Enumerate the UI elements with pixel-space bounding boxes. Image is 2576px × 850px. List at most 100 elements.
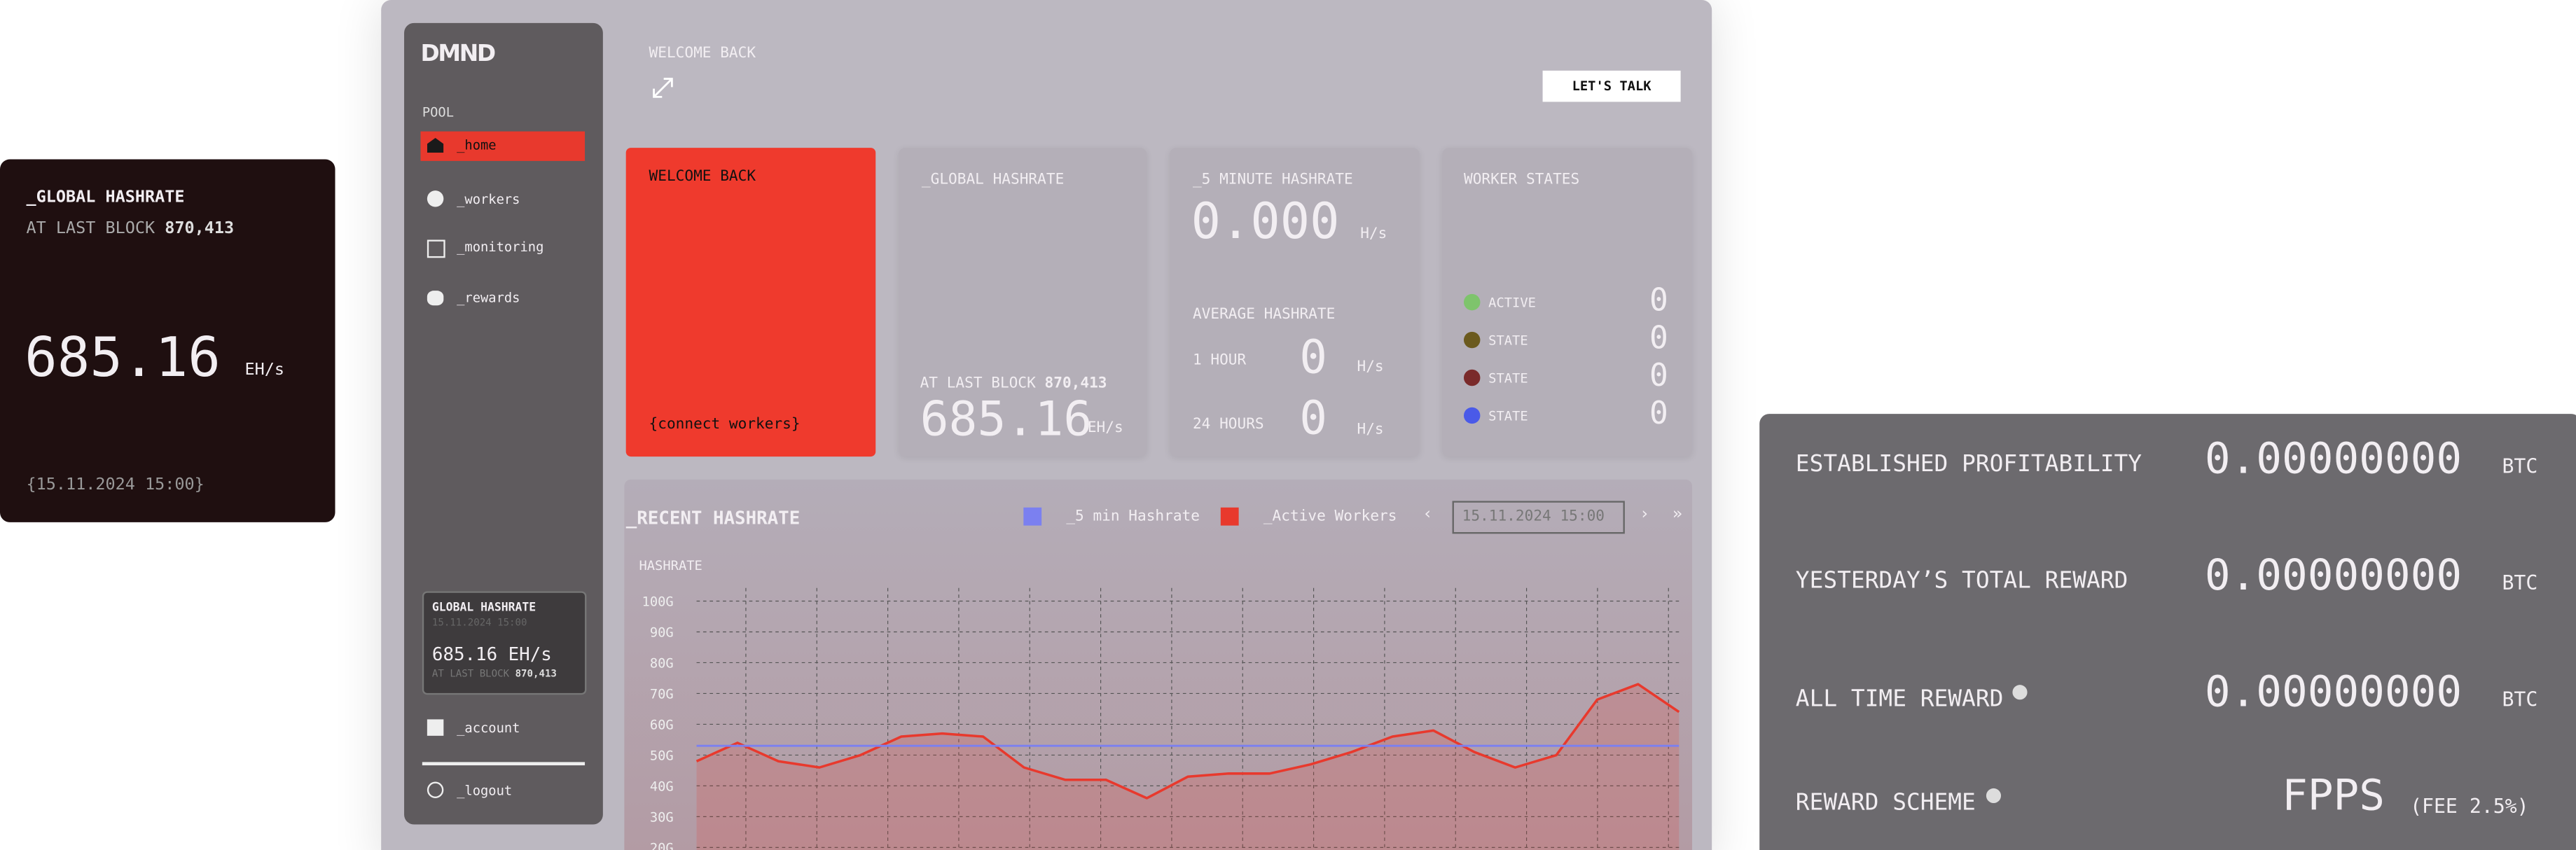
left-card (0, 159, 335, 522)
expand-icon[interactable] (651, 76, 675, 100)
reward-label: ESTABLISHED PROFITABILITY (1795, 452, 2142, 478)
reward-label: ALL TIME REWARD (1796, 685, 2028, 713)
welcome: WELCOME BACK (649, 46, 756, 63)
help-icon[interactable] (1985, 788, 2001, 804)
avg-label: 1 HOUR (1192, 353, 1247, 370)
state-label: STATE (1488, 371, 1528, 386)
state-dot (1463, 293, 1481, 311)
chart: 20G 30G 40G 50G 60G 70G 80G 90G 100G (642, 587, 1680, 850)
last[interactable]: » (1672, 506, 1683, 524)
reward-unit: BTC (2502, 688, 2538, 711)
hashrate: 685.16 (25, 325, 221, 389)
state-value: 0 (1649, 358, 1668, 394)
divider (422, 762, 586, 766)
unit: EH/s (1087, 420, 1123, 437)
label: AT LAST BLOCK (431, 668, 510, 681)
state-label: STATE (1488, 409, 1528, 424)
worker-card (1442, 148, 1693, 457)
reward-value: 0.00000000 (2204, 668, 2463, 718)
button[interactable] (1542, 70, 1681, 102)
card-title: WORKER STATES (1463, 172, 1580, 189)
block-info: AT LAST BLOCK 870,413 (920, 376, 1107, 392)
mini-date: 15.11.2024 15:00 (431, 617, 527, 629)
y-tick-label: 20G (650, 841, 674, 849)
unit: H/s (1360, 226, 1387, 244)
block-info: AT LAST BLOCK 870,413 (27, 220, 235, 238)
help-icon[interactable] (2013, 685, 2028, 700)
card-title: _GLOBAL HASHRATE (921, 172, 1065, 189)
nav-item[interactable]: _account (457, 720, 520, 736)
link[interactable]: {connect workers} (649, 417, 801, 434)
avg-value: 0 (1299, 330, 1327, 384)
y-tick-label: 60G (650, 718, 674, 732)
icon (427, 138, 444, 153)
card-title: _5 MINUTE HASHRATE (1192, 172, 1353, 189)
state-value: 0 (1649, 282, 1668, 319)
state-dot (1463, 369, 1481, 386)
icon (427, 239, 445, 258)
icon (427, 291, 444, 306)
card-title: WELCOME BACK (649, 169, 756, 186)
reward-value: 0.00000000 (2204, 435, 2463, 485)
value: 870,413 (515, 668, 557, 681)
state-value: 0 (1649, 320, 1668, 357)
reward-unit: BTC (2502, 571, 2538, 595)
legend-label: _5 min Hashrate (1066, 509, 1200, 526)
reward-unit: (FEE 2.5%) (2410, 795, 2529, 818)
section-label: POOL (422, 105, 455, 120)
chart-panel (624, 479, 1693, 850)
value: 870,413 (165, 220, 235, 239)
rewards-panel (1759, 414, 2576, 850)
icon (427, 190, 444, 207)
state-dot (1463, 331, 1481, 349)
y-tick-label: 80G (650, 657, 674, 671)
hashrate: 685.16 (920, 391, 1093, 447)
nav-item[interactable]: _rewards (457, 291, 520, 306)
label: AT LAST BLOCK (26, 220, 155, 239)
y-axis-label: HASHRATE (639, 558, 702, 573)
five-min-card (1170, 148, 1420, 457)
mini-card (422, 591, 587, 695)
chart-title: _RECENT HASHRATE (625, 507, 801, 529)
reward-unit: BTC (2502, 454, 2538, 478)
y-tick-label: 30G (650, 810, 674, 825)
avg-title: AVERAGE HASHRATE (1192, 307, 1336, 324)
icon (427, 719, 444, 736)
mini-value: 685.16 EH/s (431, 643, 552, 665)
unit: H/s (1357, 359, 1384, 377)
nav-item[interactable]: _logout (457, 783, 513, 798)
logo: DMND (420, 41, 496, 68)
legend-swatch (1220, 507, 1239, 526)
reward-value: 0.00000000 (2204, 552, 2463, 601)
reward-label: REWARD SCHEME (1796, 788, 2001, 816)
label: AT LAST BLOCK (920, 376, 1036, 393)
button-label[interactable]: LET'S TALK (1572, 78, 1651, 94)
reward-label: YESTERDAY’S TOTAL REWARD (1795, 568, 2128, 595)
mini-title: GLOBAL HASHRATE (431, 601, 536, 615)
state-value: 0 (1649, 396, 1668, 432)
nav-item[interactable]: _monitoring (457, 239, 544, 255)
nav-active[interactable] (420, 131, 586, 161)
state-dot (1463, 407, 1481, 424)
value: 870,413 (1044, 376, 1107, 393)
avg-value: 0 (1299, 391, 1327, 445)
card-title: _GLOBAL HASHRATE (26, 188, 185, 207)
date-box[interactable] (1452, 501, 1625, 534)
date[interactable]: 15.11.2024 15:00 (1462, 509, 1605, 526)
state-label: ACTIVE (1488, 295, 1536, 311)
next[interactable]: › (1639, 506, 1650, 524)
unit: H/s (1357, 421, 1384, 439)
unit: EH/s (244, 361, 285, 379)
hashrate: 0.000 (1191, 193, 1340, 251)
nav-item[interactable]: _home (457, 138, 497, 153)
reward-value: FPPS (2282, 772, 2385, 821)
y-tick-label: 50G (650, 748, 674, 763)
icon (427, 781, 444, 798)
prev[interactable]: ‹ (1422, 506, 1433, 524)
y-tick-label: 40G (650, 779, 674, 794)
y-tick-label: 90G (650, 626, 674, 641)
nav-item[interactable]: _workers (457, 192, 520, 207)
line (695, 683, 1680, 800)
